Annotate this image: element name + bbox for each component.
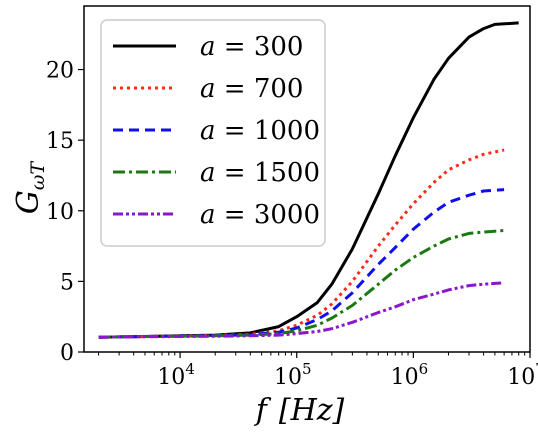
series-line-1 xyxy=(98,148,505,339)
legend-label-4: a = 3000 xyxy=(200,200,320,230)
legend-label-0: a = 300 xyxy=(200,32,303,62)
legend-label-value: = 300 xyxy=(216,32,304,62)
x-axis-label-var: f xyxy=(254,393,272,428)
legend-label-var: a xyxy=(200,32,216,62)
series-line-2 xyxy=(98,188,505,339)
x-tick-base: 10 xyxy=(157,365,185,390)
y-tick-label: 5 xyxy=(60,270,74,295)
legend-label-value: = 3000 xyxy=(216,200,320,230)
x-tick-exponent: 7 xyxy=(535,360,538,378)
x-tick-label: 106 xyxy=(391,360,429,390)
x-tick-label: 105 xyxy=(274,360,312,390)
legend-label-var: a xyxy=(200,116,216,146)
x-tick-base: 10 xyxy=(391,365,419,390)
y-tick-label: 10 xyxy=(46,200,74,225)
x-tick-label: 104 xyxy=(157,360,195,390)
legend-label-value: = 1500 xyxy=(216,158,320,188)
series-line-3 xyxy=(98,229,505,339)
legend-label-var: a xyxy=(200,74,216,104)
legend-box xyxy=(100,19,326,247)
legend-label-value: = 700 xyxy=(216,74,304,104)
legend-label-1: a = 700 xyxy=(200,74,303,104)
legend-label-var: a xyxy=(200,158,216,188)
tick-layer: 05101520104105106107 xyxy=(46,59,538,390)
y-axis-label-main: G xyxy=(11,190,46,214)
plot-frame xyxy=(83,5,531,353)
x-tick-exponent: 5 xyxy=(302,360,312,378)
x-axis-label-unit: [Hz] xyxy=(279,393,345,428)
series-layer xyxy=(98,21,519,339)
y-tick-label: 20 xyxy=(46,59,74,84)
y-tick-label: 0 xyxy=(60,341,74,366)
legend-label-value: = 1000 xyxy=(216,116,320,146)
legend-label-var: a xyxy=(200,200,216,230)
x-tick-label: 107 xyxy=(507,360,538,390)
y-axis-label: GωT xyxy=(11,161,49,214)
y-tick-label: 15 xyxy=(46,129,74,154)
x-tick-base: 10 xyxy=(274,365,302,390)
x-tick-base: 10 xyxy=(507,365,535,390)
legend-label-2: a = 1000 xyxy=(200,116,320,146)
x-tick-exponent: 4 xyxy=(185,360,195,378)
x-tick-exponent: 6 xyxy=(419,360,429,378)
series-line-4 xyxy=(98,281,505,339)
x-axis-label: f [Hz] xyxy=(254,393,345,428)
y-axis-label-sub: ωT xyxy=(27,161,49,190)
legend-label-3: a = 1500 xyxy=(200,158,320,188)
